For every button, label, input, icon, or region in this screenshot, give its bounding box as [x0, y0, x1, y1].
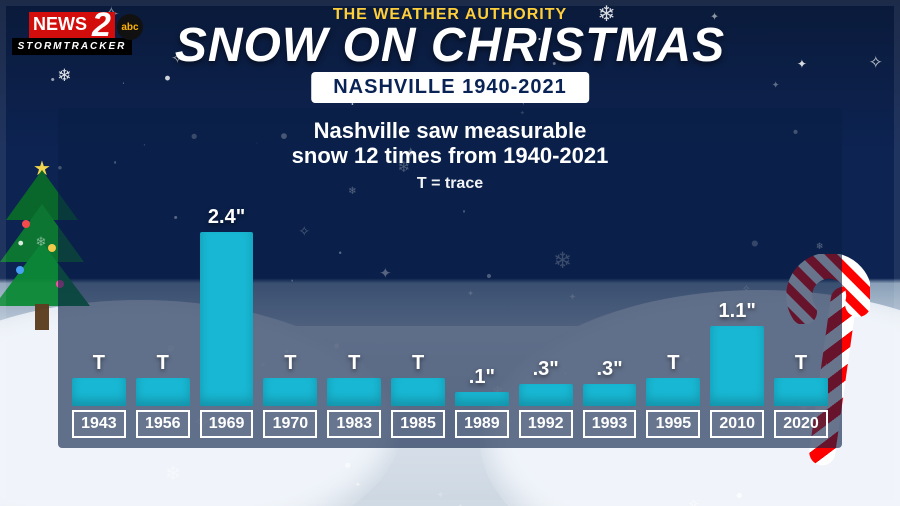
- bar-year-label: 1992: [519, 410, 573, 438]
- bar: [774, 378, 828, 406]
- snowflake-icon: ·: [122, 78, 125, 87]
- bar-value-label: 2.4": [208, 206, 245, 229]
- bar: [710, 326, 764, 406]
- bar-year-label: 1985: [391, 410, 445, 438]
- bar-year-label: 1995: [646, 410, 700, 438]
- bar-value-label: .3": [596, 358, 622, 381]
- bar-value-label: T: [795, 352, 807, 375]
- bar-year-label: 1969: [200, 410, 254, 438]
- bar-value-label: .3": [533, 358, 559, 381]
- bar-value-label: T: [284, 352, 296, 375]
- bar: [327, 378, 381, 406]
- bar-group: T 1956: [136, 352, 190, 438]
- bar-group: .3" 1992: [519, 358, 573, 438]
- subtitle-pill: NASHVILLE 1940-2021: [311, 72, 589, 103]
- bar: [72, 378, 126, 406]
- bar: [519, 384, 573, 406]
- bar-value-label: T: [412, 352, 424, 375]
- bar-year-label: 1989: [455, 410, 509, 438]
- bar: [391, 378, 445, 406]
- bar-year-label: 2020: [774, 410, 828, 438]
- weather-graphic-stage: ★ •··•❄❄❄❄•·•·✧✦❄•✧✦•·✧✧•··❄❄•·✧•✦✧•✦✧•·…: [0, 0, 900, 506]
- bar-value-label: T: [93, 352, 105, 375]
- bar: [455, 392, 509, 406]
- bar-year-label: 1970: [263, 410, 317, 438]
- bar-value-label: T: [157, 352, 169, 375]
- bar-value-label: 1.1": [719, 300, 756, 323]
- bar-group: T 1995: [646, 352, 700, 438]
- snowflake-icon: •: [51, 74, 55, 86]
- bar-year-label: 1943: [72, 410, 126, 438]
- chart-annotation: Nashville saw measurable snow 12 times f…: [235, 118, 665, 193]
- bar-group: T 1943: [72, 352, 126, 438]
- bar: [583, 384, 637, 406]
- bar-group: 1.1" 2010: [710, 300, 764, 438]
- bar-group: T 1983: [327, 352, 381, 438]
- bar-year-label: 2010: [710, 410, 764, 438]
- bar-value-label: T: [348, 352, 360, 375]
- bar: [263, 378, 317, 406]
- bar-value-label: .1": [469, 366, 495, 389]
- bar-group: .3" 1993: [583, 358, 637, 438]
- snowflake-icon: ✦: [772, 79, 780, 91]
- ornament-icon: [22, 220, 30, 228]
- bar-chart: T 1943 T 1956 2.4" 1969 T 1970 T 1983 T 1985 .1" 1989…: [72, 194, 828, 438]
- ornament-icon: [48, 244, 56, 252]
- bar-year-label: 1956: [136, 410, 190, 438]
- bar-year-label: 1983: [327, 410, 381, 438]
- page-title: SNOW ON CHRISTMAS: [0, 18, 900, 73]
- bar-group: T 1985: [391, 352, 445, 438]
- annotation-legend: T = trace: [235, 175, 665, 193]
- bar: [200, 232, 254, 406]
- bar-group: T 1970: [263, 352, 317, 438]
- annotation-line2: snow 12 times from 1940-2021: [235, 143, 665, 168]
- bar-group: .1" 1989: [455, 366, 509, 438]
- annotation-line1: Nashville saw measurable: [235, 118, 665, 143]
- bar-group: 2.4" 1969: [200, 206, 254, 438]
- ornament-icon: [16, 266, 24, 274]
- bar-value-label: T: [667, 352, 679, 375]
- chart-panel: Nashville saw measurable snow 12 times f…: [58, 108, 842, 448]
- bar: [646, 378, 700, 406]
- bar-group: T 2020: [774, 352, 828, 438]
- bar: [136, 378, 190, 406]
- bar-year-label: 1993: [583, 410, 637, 438]
